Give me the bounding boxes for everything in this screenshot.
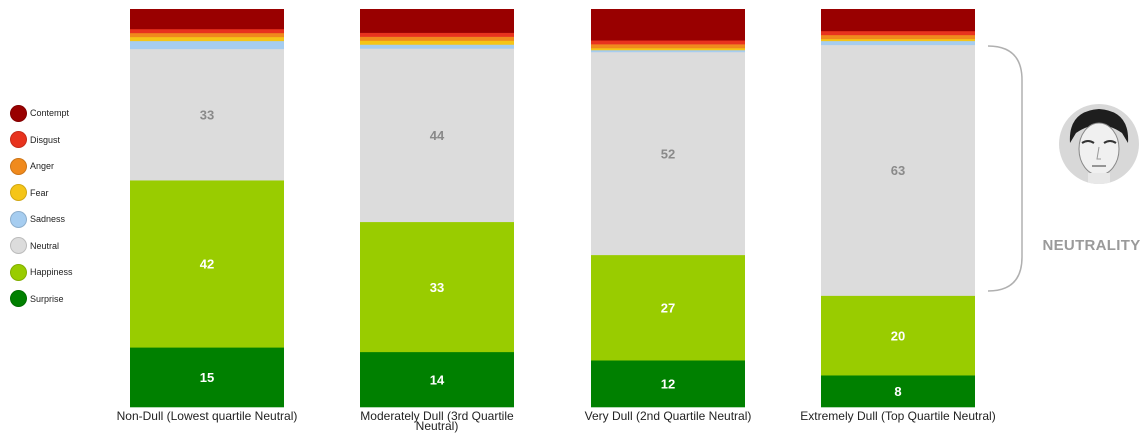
bar-segment-happiness: [130, 180, 284, 348]
legend-label: Neutral: [30, 240, 60, 251]
data-label: 27: [661, 301, 675, 316]
bars-group: 15 42 33 14 33 44 12 27 52 8 20 63: [130, 9, 975, 408]
legend: Contempt Disgust Anger Fear Sadness Neutral Ha…: [10, 100, 73, 312]
bar-segment-surprise: [591, 360, 745, 408]
bar-segment-fear: [821, 38, 975, 42]
bar-segment-anger: [130, 32, 284, 38]
legend-item: Surprise: [10, 286, 73, 313]
category-label: Extremely Dull (Top Quartile Neutral): [800, 409, 996, 423]
legend-label: Sadness: [30, 214, 66, 225]
data-label: 52: [661, 146, 675, 161]
category-label: Non-Dull (Lowest quartile Neutral): [116, 409, 298, 423]
bar-segment-contempt: [821, 9, 975, 32]
bar-segment-surprise: [821, 375, 975, 408]
legend-label: Disgust: [30, 134, 61, 145]
legend-face-icon: [10, 263, 27, 281]
bar-segment-anger: [360, 36, 514, 41]
bar-segment-neutral: [821, 44, 975, 296]
neutral-face-photo-icon: [1058, 103, 1140, 185]
legend-face-icon: [10, 157, 27, 175]
bar-segment-neutral: [591, 51, 745, 256]
legend-label: Surprise: [30, 293, 64, 304]
legend-label: Contempt: [30, 108, 70, 119]
data-label: 8: [894, 384, 901, 399]
bar-segment-happiness: [591, 254, 745, 361]
legend-item: Disgust: [10, 127, 73, 154]
bar-segment-fear: [591, 48, 745, 51]
legend-label: Anger: [30, 161, 55, 172]
legend-face-icon: [10, 210, 27, 228]
data-label: 33: [430, 280, 444, 295]
legend-face-icon: [10, 104, 27, 122]
bar-segment-happiness: [821, 295, 975, 376]
neutrality-label: NEUTRALITY: [1042, 237, 1141, 254]
bar-segment-anger: [591, 44, 745, 49]
legend-face-icon: [10, 131, 27, 149]
bar-segment-disgust: [591, 40, 745, 45]
data-label: 14: [430, 372, 445, 387]
data-label: 20: [891, 328, 905, 343]
bar-segment-anger: [821, 34, 975, 40]
data-label: 42: [200, 257, 214, 272]
legend-item: Sadness: [10, 206, 73, 233]
category-label: Very Dull (2nd Quartile Neutral): [584, 409, 752, 423]
bar-segment-neutral: [130, 48, 284, 181]
bar-segment-fear: [130, 36, 284, 42]
bar-segment-surprise: [360, 351, 514, 408]
bar-segment-neutral: [360, 48, 514, 223]
bar-segment-happiness: [360, 221, 514, 353]
legend-item: Fear: [10, 180, 73, 207]
data-label: 44: [430, 128, 445, 143]
legend-label: Happiness: [30, 267, 73, 278]
data-label: 15: [200, 370, 214, 385]
data-label: 33: [200, 107, 214, 122]
legend-face-icon: [10, 237, 27, 255]
bar-segment-sadness: [130, 40, 284, 50]
neutrality-bracket: [987, 45, 1023, 292]
bar-segment-disgust: [821, 30, 975, 36]
legend-item: Anger: [10, 153, 73, 180]
bar-segment-disgust: [360, 32, 514, 37]
bar-segment-sadness: [360, 44, 514, 49]
legend-item: Happiness: [10, 259, 73, 286]
bar-segment-contempt: [360, 9, 514, 33]
bar-segment-contempt: [591, 9, 745, 41]
legend-label: Fear: [30, 187, 49, 198]
data-label: 63: [891, 163, 905, 178]
bar-segment-sadness: [821, 40, 975, 46]
bar-segment-fear: [360, 40, 514, 45]
legend-face-icon: [10, 184, 27, 202]
bar-segment-sadness: [591, 49, 745, 53]
legend-item: Neutral: [10, 233, 73, 260]
legend-face-icon: [10, 290, 27, 308]
data-label: 12: [661, 377, 675, 392]
legend-item: Contempt: [10, 100, 73, 127]
bar-segment-contempt: [130, 9, 284, 30]
category-label: Moderately Dull (3rd Quartile Neutral): [360, 409, 514, 433]
bar-segment-disgust: [130, 28, 284, 34]
bar-segment-surprise: [130, 347, 284, 408]
